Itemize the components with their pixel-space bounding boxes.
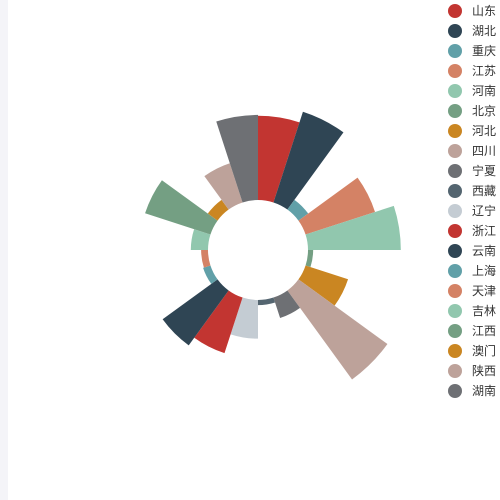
- legend-label-8[interactable]: 宁夏: [472, 163, 496, 178]
- legend-swatch-17[interactable]: [448, 344, 462, 358]
- legend-swatch-1[interactable]: [448, 24, 462, 38]
- legend-label-13[interactable]: 上海: [472, 263, 496, 278]
- legend-swatch-16[interactable]: [448, 324, 462, 338]
- legend-swatch-2[interactable]: [448, 44, 462, 58]
- legend-swatch-6[interactable]: [448, 124, 462, 138]
- legend-label-18[interactable]: 陕西: [472, 363, 496, 378]
- legend-label-17[interactable]: 澳门: [472, 343, 496, 358]
- legend-label-0[interactable]: 山东: [472, 4, 496, 18]
- rose-slice-9[interactable]: [258, 297, 276, 306]
- legend-label-4[interactable]: 河南: [472, 83, 496, 98]
- legend-label-3[interactable]: 江苏: [472, 64, 496, 78]
- legend-swatch-19[interactable]: [448, 384, 462, 398]
- legend-swatch-9[interactable]: [448, 184, 462, 198]
- rose-slice-18[interactable]: [204, 163, 243, 210]
- rose-slice-5[interactable]: [305, 250, 314, 268]
- legend-swatch-12[interactable]: [448, 244, 462, 258]
- legend-swatch-4[interactable]: [448, 84, 462, 98]
- rose-slice-19[interactable]: [216, 114, 258, 203]
- rose-slice-12[interactable]: [162, 279, 229, 346]
- legend-label-19[interactable]: 湖南: [472, 383, 496, 398]
- rose-slice-0[interactable]: [258, 115, 300, 203]
- legend-swatch-18[interactable]: [448, 364, 462, 378]
- rose-slice-4[interactable]: [305, 205, 401, 250]
- legend-swatch-5[interactable]: [448, 104, 462, 118]
- legend-label-16[interactable]: 江西: [472, 324, 496, 338]
- rose-slices: [145, 111, 401, 380]
- rose-slice-14[interactable]: [201, 250, 211, 268]
- legend-swatch-15[interactable]: [448, 304, 462, 318]
- legend-label-5[interactable]: 北京: [472, 104, 496, 118]
- legend-swatch-13[interactable]: [448, 264, 462, 278]
- rose-slice-11[interactable]: [194, 290, 243, 354]
- legend-label-9[interactable]: 西藏: [472, 184, 496, 198]
- rose-slice-7[interactable]: [287, 279, 388, 380]
- rose-slice-1[interactable]: [273, 111, 344, 210]
- chart-panel: 山东湖北重庆江苏河南北京河北四川宁夏西藏辽宁浙江云南上海天津吉林江西澳门陕西湖南: [8, 0, 500, 500]
- legend-swatch-14[interactable]: [448, 284, 462, 298]
- legend-label-6[interactable]: 河北: [472, 124, 496, 138]
- legend-label-10[interactable]: 辽宁: [472, 203, 496, 218]
- rose-slice-17[interactable]: [207, 199, 229, 221]
- legend-label-2[interactable]: 重庆: [472, 44, 496, 58]
- legend-label-14[interactable]: 天津: [472, 284, 496, 298]
- rose-slice-15[interactable]: [190, 229, 211, 250]
- legend-swatch-7[interactable]: [448, 144, 462, 158]
- legend-label-12[interactable]: 云南: [472, 243, 496, 258]
- legend-label-1[interactable]: 湖北: [472, 23, 496, 38]
- rose-slice-3[interactable]: [298, 177, 376, 235]
- rose-slice-2[interactable]: [287, 199, 309, 221]
- rose-slice-16[interactable]: [145, 180, 218, 235]
- legend-label-15[interactable]: 吉林: [472, 304, 496, 318]
- rose-slice-13[interactable]: [203, 265, 218, 284]
- legend-swatch-11[interactable]: [448, 224, 462, 238]
- legend-label-11[interactable]: 浙江: [472, 224, 496, 238]
- legend-swatch-0[interactable]: [448, 4, 462, 18]
- legend-swatch-10[interactable]: [448, 204, 462, 218]
- rose-slice-6[interactable]: [298, 265, 349, 306]
- legend-label-7[interactable]: 四川: [472, 144, 496, 158]
- legend-swatch-8[interactable]: [448, 164, 462, 178]
- rose-slice-8[interactable]: [273, 290, 301, 318]
- legend-swatch-3[interactable]: [448, 64, 462, 78]
- rose-slice-10[interactable]: [230, 297, 258, 339]
